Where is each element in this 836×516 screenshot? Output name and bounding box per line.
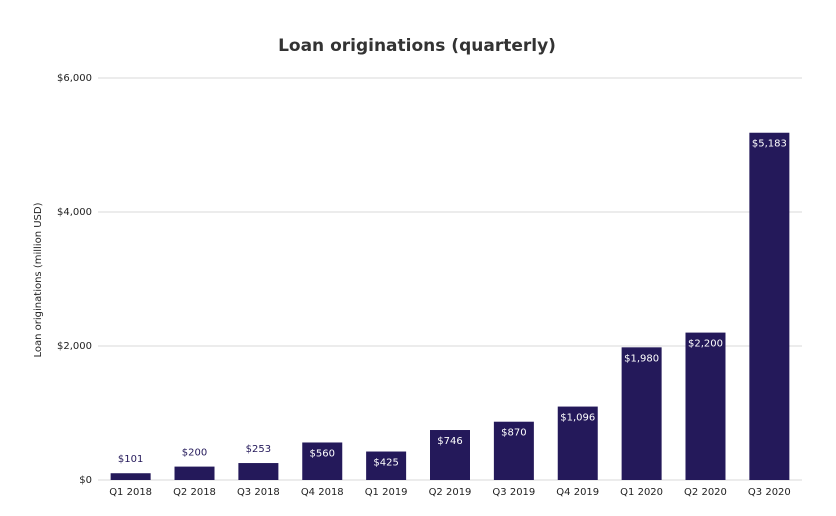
x-tick-label: Q1 2019 <box>365 487 408 498</box>
data-label: $746 <box>437 436 462 447</box>
data-label: $2,200 <box>688 339 723 350</box>
bar <box>238 463 279 480</box>
bar <box>302 442 343 480</box>
x-tick-label: Q2 2018 <box>173 487 216 498</box>
bar <box>557 406 598 480</box>
bar <box>110 473 151 480</box>
y-tick-label: $6,000 <box>57 73 92 84</box>
data-label: $1,096 <box>560 413 595 424</box>
data-label: $253 <box>246 444 271 455</box>
data-label: $200 <box>182 448 207 459</box>
bar <box>174 466 215 480</box>
bar <box>749 132 790 480</box>
x-tick-label: Q4 2018 <box>301 487 344 498</box>
data-label: $1,980 <box>624 353 659 364</box>
y-tick-label: $4,000 <box>57 207 92 218</box>
data-label: $425 <box>373 458 398 469</box>
x-tick-label: Q2 2020 <box>684 487 727 498</box>
x-tick-label: Q1 2018 <box>109 487 152 498</box>
chart-title: Loan originations (quarterly) <box>278 36 556 56</box>
bar <box>430 430 470 480</box>
y-tick-label: $2,000 <box>57 341 92 352</box>
y-axis-label: Loan originations (million USD) <box>33 202 44 357</box>
x-tick-label: Q3 2018 <box>237 487 280 498</box>
bar <box>366 451 407 480</box>
data-label: $560 <box>310 448 335 459</box>
y-tick-label: $0 <box>79 475 92 486</box>
bar <box>621 347 662 480</box>
data-label: $870 <box>501 428 526 439</box>
bar <box>493 421 534 480</box>
x-tick-label: Q2 2019 <box>429 487 472 498</box>
data-label: $101 <box>118 454 143 465</box>
x-tick-label: Q3 2019 <box>492 487 535 498</box>
x-tick-label: Q3 2020 <box>748 487 791 498</box>
x-tick-label: Q4 2019 <box>556 487 599 498</box>
bar <box>685 332 726 480</box>
x-tick-label: Q1 2020 <box>620 487 663 498</box>
data-label: $5,183 <box>752 139 787 150</box>
